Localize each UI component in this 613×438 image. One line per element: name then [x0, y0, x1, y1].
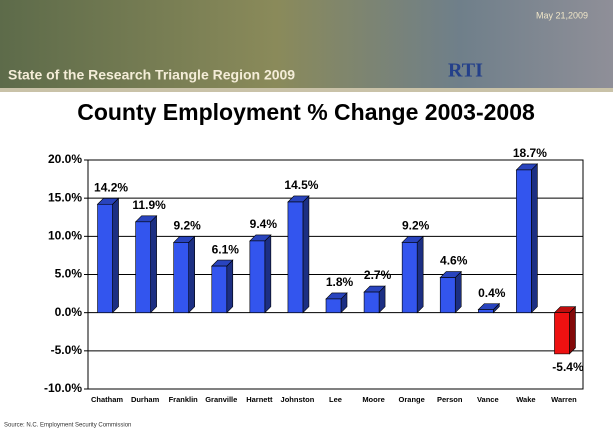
x-tick-label: Harnett: [246, 395, 273, 404]
x-tick-label: Wake: [516, 395, 535, 404]
value-label: 14.5%: [284, 178, 318, 192]
value-label: 9.2%: [174, 219, 202, 233]
chart-title: County Employment % Change 2003-2008: [77, 99, 535, 125]
value-label: -5.4%: [552, 360, 584, 374]
y-tick-label: 5.0%: [55, 267, 83, 281]
x-tick-label: Lee: [329, 395, 342, 404]
bar: [325, 298, 342, 313]
bar-side: [531, 163, 538, 314]
bar-side: [416, 235, 424, 314]
bar: [363, 291, 380, 313]
bar: [287, 201, 304, 313]
x-tick-label: Johnston: [281, 395, 315, 404]
banner: [0, 0, 613, 92]
bar-side: [264, 234, 272, 314]
bar: [478, 309, 494, 313]
banner-edge: [0, 88, 613, 92]
bar: [173, 242, 189, 313]
value-label: 6.1%: [212, 242, 240, 256]
bar-side: [302, 195, 310, 314]
bar-side: [112, 197, 119, 314]
bar: [554, 312, 570, 355]
bar-side: [150, 215, 157, 314]
y-tick-label: -5.0%: [51, 343, 83, 357]
bar-side: [188, 235, 195, 314]
banner-title: State of the Research Triangle Region 20…: [8, 67, 295, 83]
value-label: 14.2%: [94, 180, 128, 194]
bar-side: [569, 305, 576, 355]
value-label: 2.7%: [364, 268, 392, 282]
bar: [401, 242, 418, 313]
x-tick-label: Orange: [399, 395, 425, 404]
bar-side: [226, 259, 234, 314]
x-tick-label: Moore: [362, 395, 385, 404]
value-label: 11.9%: [132, 198, 166, 212]
x-tick-label: Durham: [131, 395, 160, 404]
value-label: 1.8%: [326, 275, 354, 289]
bar: [211, 265, 228, 313]
x-tick-label: Franklin: [169, 395, 199, 404]
x-tick-label: Warren: [551, 395, 577, 404]
bar: [516, 169, 532, 313]
value-label: 9.2%: [402, 219, 430, 233]
y-tick-label: 10.0%: [48, 229, 82, 243]
bar: [135, 221, 151, 313]
bar: [439, 277, 456, 313]
value-label: 4.6%: [440, 254, 468, 268]
source-note: Source: N.C. Employment Security Commiss…: [4, 423, 131, 429]
value-label: 18.7%: [513, 146, 547, 160]
y-tick-label: 20.0%: [48, 152, 82, 166]
x-tick-label: Chatham: [91, 395, 123, 404]
y-tick-label: -10.0%: [44, 381, 82, 395]
bar-side: [454, 270, 462, 314]
logo: RTI: [448, 60, 483, 82]
banner-date: May 21,2009: [536, 10, 588, 20]
x-tick-label: Vance: [477, 395, 499, 404]
bar: [249, 240, 266, 313]
x-tick-label: Person: [437, 395, 463, 404]
value-label: 9.4%: [250, 217, 278, 231]
y-tick-label: 15.0%: [48, 190, 82, 204]
x-tick-label: Granville: [205, 395, 237, 404]
value-label: 0.4%: [478, 286, 506, 300]
y-tick-label: 0.0%: [55, 305, 83, 319]
bar: [97, 203, 113, 313]
